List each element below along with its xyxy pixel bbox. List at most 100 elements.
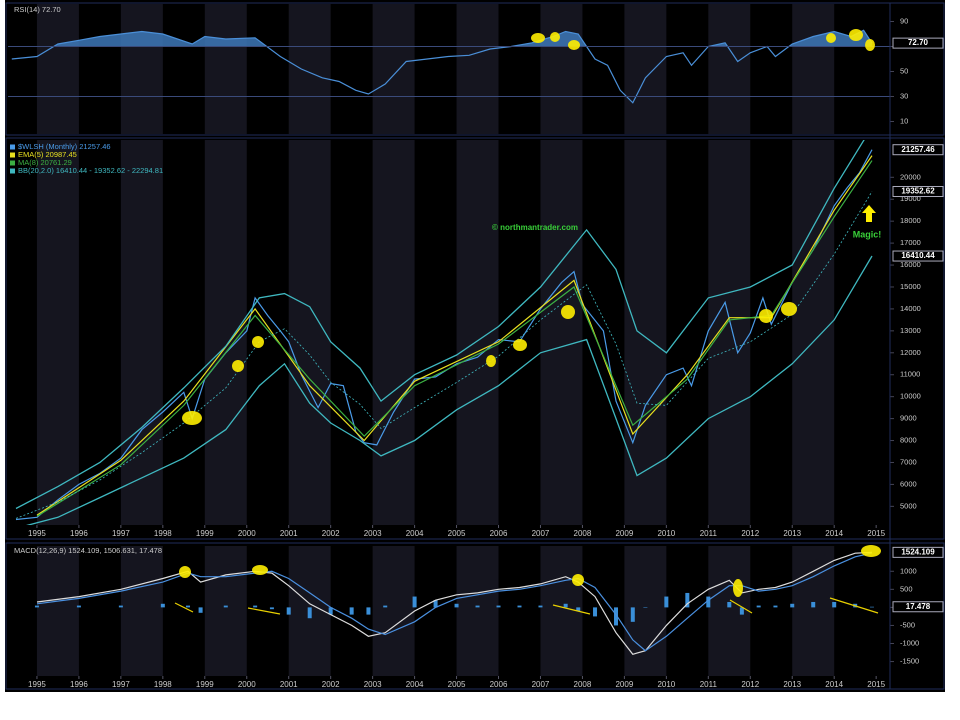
band-upper — [15, 140, 865, 510]
year-stripe — [288, 140, 331, 525]
magic-arrow — [862, 205, 876, 222]
x-tick-label: 2000 — [238, 529, 256, 538]
divergence-line — [552, 604, 591, 615]
year-stripe — [36, 4, 79, 134]
x-tick-label: 1998 — [154, 529, 172, 538]
end-label: 72.70 — [908, 38, 929, 47]
band-lower — [26, 255, 873, 525]
histogram-bar — [643, 607, 648, 608]
y-tick-label: 7000 — [900, 457, 917, 466]
end-label: 19352.62 — [901, 187, 935, 196]
year-stripe — [36, 140, 79, 525]
histogram-bar — [614, 607, 619, 626]
legend-label: EMA(5) 20987.45 — [18, 150, 77, 159]
end-label-box — [892, 37, 944, 49]
histogram-bar — [706, 596, 711, 608]
x-tick-label: 1997 — [112, 529, 130, 538]
y-tick-label: 17000 — [900, 238, 921, 247]
x-tick-label: 1995 — [28, 680, 46, 689]
highlight — [232, 360, 244, 372]
y-tick-label: 6000 — [900, 479, 917, 488]
highlight — [781, 302, 797, 316]
year-stripe — [372, 4, 415, 134]
histogram-bar — [186, 605, 191, 608]
x-tick-label: 1999 — [196, 680, 214, 689]
y-tick-label: -500 — [900, 620, 915, 629]
legend-swatch — [10, 144, 15, 150]
y-tick-label: 15000 — [900, 282, 921, 291]
highlight — [826, 33, 836, 43]
x-tick-label: 2015 — [867, 680, 885, 689]
divergence-line — [247, 607, 281, 615]
x-tick-label: 2007 — [532, 680, 550, 689]
histogram-bar — [34, 605, 39, 608]
x-tick-label: 2002 — [322, 529, 340, 538]
y-tick-label: 30 — [900, 91, 908, 100]
histogram-bar — [739, 607, 744, 615]
x-tick-label: 2006 — [490, 529, 508, 538]
histogram-bar — [269, 607, 274, 610]
legend-label: BB(20,2.0) 16410.44 - 19352.62 - 22294.8… — [18, 166, 163, 175]
x-tick-label: 2008 — [574, 529, 592, 538]
x-tick-label: 1998 — [154, 680, 172, 689]
histogram-bar — [118, 605, 123, 608]
x-tick-label: 2004 — [406, 529, 424, 538]
line — [36, 160, 873, 517]
end-label-box — [892, 546, 944, 558]
plot-area — [34, 551, 874, 655]
year-stripe — [624, 4, 667, 134]
x-tick-label: 1996 — [70, 680, 88, 689]
highlight — [182, 411, 202, 425]
histogram-bar — [869, 606, 874, 608]
panel-frames — [5, 2, 945, 690]
y-tick-label: 5000 — [900, 501, 917, 510]
histogram-bar — [383, 605, 388, 608]
divergence-line — [829, 597, 879, 614]
year-stripe — [288, 4, 331, 134]
x-tick-label: 2010 — [657, 680, 675, 689]
histogram-bar — [160, 603, 165, 608]
rsi-title: RSI(14) 72.70 — [14, 5, 61, 14]
histogram-bar — [517, 605, 522, 608]
x-tick-label: 2009 — [615, 529, 633, 538]
y-tick-label: 12000 — [900, 348, 921, 357]
end-label: 16410.44 — [901, 251, 935, 260]
macd-title: MACD(12,26,9) 1524.109, 1506.631, 17.478 — [14, 546, 162, 555]
highlight — [550, 32, 560, 42]
x-tick-label: 2005 — [448, 680, 466, 689]
x-tick-label: 2012 — [741, 680, 759, 689]
year-stripe — [120, 4, 163, 134]
x-tick-label: 2003 — [364, 529, 382, 538]
highlight — [179, 566, 191, 578]
line — [36, 551, 873, 655]
x-tick-label: 2013 — [783, 529, 801, 538]
end-label-box — [892, 601, 944, 613]
histogram-bar — [328, 607, 333, 615]
highlight — [733, 579, 743, 597]
legend-label: MA(8) 20761.29 — [18, 158, 72, 167]
histogram-bar — [496, 605, 501, 608]
histogram-bar — [538, 605, 543, 608]
y-tick-label: -1500 — [900, 657, 919, 666]
histogram-bar — [307, 607, 312, 619]
y-tick-label: 50 — [900, 66, 908, 75]
x-tick-label: 2004 — [406, 680, 424, 689]
x-tick-label: 2003 — [364, 680, 382, 689]
histogram-bar — [832, 601, 837, 608]
histogram-bar — [790, 603, 795, 608]
histogram-bar — [773, 605, 778, 608]
y-tick-label: 10 — [900, 116, 908, 125]
histogram-bar — [593, 607, 598, 617]
x-tick-label: 2014 — [825, 529, 843, 538]
histogram-bar — [198, 607, 203, 613]
highlight — [531, 33, 545, 43]
year-stripe — [204, 140, 247, 525]
x-tick-label: 2008 — [574, 680, 592, 689]
year-stripe — [456, 4, 499, 134]
highlight — [561, 305, 575, 319]
year-stripe — [456, 140, 499, 525]
y-tick-label: -1000 — [900, 638, 919, 647]
magic-label: Magic! — [853, 229, 882, 239]
legend-label: $WLSH (Monthly) 21257.46 — [18, 142, 111, 151]
